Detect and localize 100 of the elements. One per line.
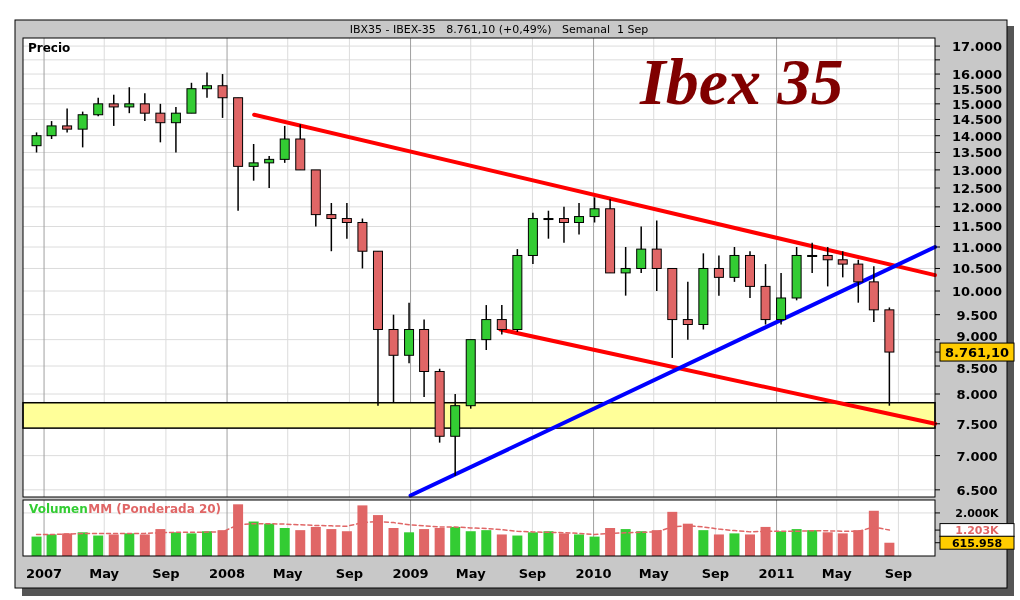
series-label: Volumen [29,502,88,516]
candlestick [837,250,848,279]
candlestick [124,86,135,114]
y-tick-label: 15.000 [951,96,1003,112]
bar [419,529,430,556]
bar [527,532,538,556]
candlestick [202,71,212,99]
bar [77,532,88,556]
bar [31,536,42,556]
candlestick [248,143,259,182]
candlestick [807,242,818,274]
y-tick-label: 2.000K [955,507,1000,521]
bar [791,529,802,556]
bar [326,529,337,556]
y-tick-label: 15.500 [951,81,1003,97]
bar [496,534,507,556]
bar [729,533,740,556]
bar [884,542,895,556]
bar [512,535,523,556]
x-tick-label: 2008 [208,566,246,581]
candlestick [776,272,787,326]
x-tick-label: May [638,566,670,581]
chart-title: Ibex 35 [639,45,844,118]
chart-subtitle: IBX35 - IBEX-35 8.761,10 (+0,49%) Semanal 1 Sep [349,23,649,36]
y-tick-label: 8.000 [956,386,998,402]
y-tick-label: 6.500 [956,482,998,498]
candlestick [77,110,88,149]
x-tick-label: 2009 [392,566,429,581]
bar [776,531,787,556]
candlestick [481,304,492,351]
y-tick-label: 615.958 [951,536,1003,550]
x-tick-label: May [455,566,487,581]
candlestick [636,225,647,274]
bar [170,532,181,556]
candlestick [620,246,631,297]
x-tick-label: Sep [701,566,730,581]
candlestick [341,202,352,240]
candlestick [651,219,662,292]
candlestick [713,254,724,297]
candlestick [31,131,42,154]
annotation: Precio [28,41,71,55]
y-tick-label: 11.000 [951,239,1003,255]
candlestick [589,196,600,224]
y-tick-label: 8.761,10 [944,344,1010,360]
y-tick-label: 12.500 [951,180,1003,196]
y-tick-label: 7.500 [956,416,998,432]
bar [248,521,259,556]
candlestick [853,259,864,304]
y-tick-label: 7.000 [956,448,998,464]
x-tick-label: Sep [518,566,547,581]
candlestick [682,281,693,341]
bar [264,523,275,556]
candlestick [558,206,569,244]
x-tick-label: May [272,566,304,581]
bar [574,534,585,556]
x-tick-label: Sep [152,566,180,581]
candlestick [170,106,181,154]
candlestick [496,304,507,336]
candlestick [729,246,740,283]
candlestick [108,93,119,127]
bar [807,530,818,556]
y-tick-label: 17.000 [951,39,1003,55]
bar [636,531,647,556]
bar [481,530,492,556]
bar [279,528,290,556]
y-tick-label: 12.000 [951,199,1003,215]
bar [202,531,212,556]
candlestick [543,209,554,240]
candlestick [139,92,150,122]
bar [93,535,104,556]
bar [388,528,399,556]
bar [713,534,724,556]
y-tick-label: 14.500 [951,112,1003,128]
series-label: MM (Ponderada 20) [88,502,222,516]
bar [465,531,476,556]
bar [341,531,352,556]
bar [124,533,135,556]
x-tick-label: May [821,566,853,581]
bar [698,530,709,556]
bar [404,532,415,556]
bar [450,526,461,556]
bar [543,531,554,556]
candlestick [279,125,290,164]
bar [620,529,631,556]
y-tick-label: 14.000 [951,128,1003,144]
candlestick [574,202,585,236]
y-tick-label: 16.000 [951,67,1003,82]
candlestick [62,107,73,134]
x-tick-label: Sep [884,566,913,581]
candlestick [217,73,228,119]
candlestick [264,155,275,189]
y-tick-label: 10.500 [951,261,1003,277]
x-tick-label: 2010 [575,566,612,581]
y-tick-label: 9.500 [956,307,998,323]
y-tick-label: 1.203K [955,524,1000,538]
candlestick [326,202,337,252]
y-tick-label: 13.000 [951,162,1003,178]
candlestick [155,103,166,144]
candlestick [93,96,104,118]
y-tick-label: 9.000 [956,328,998,344]
